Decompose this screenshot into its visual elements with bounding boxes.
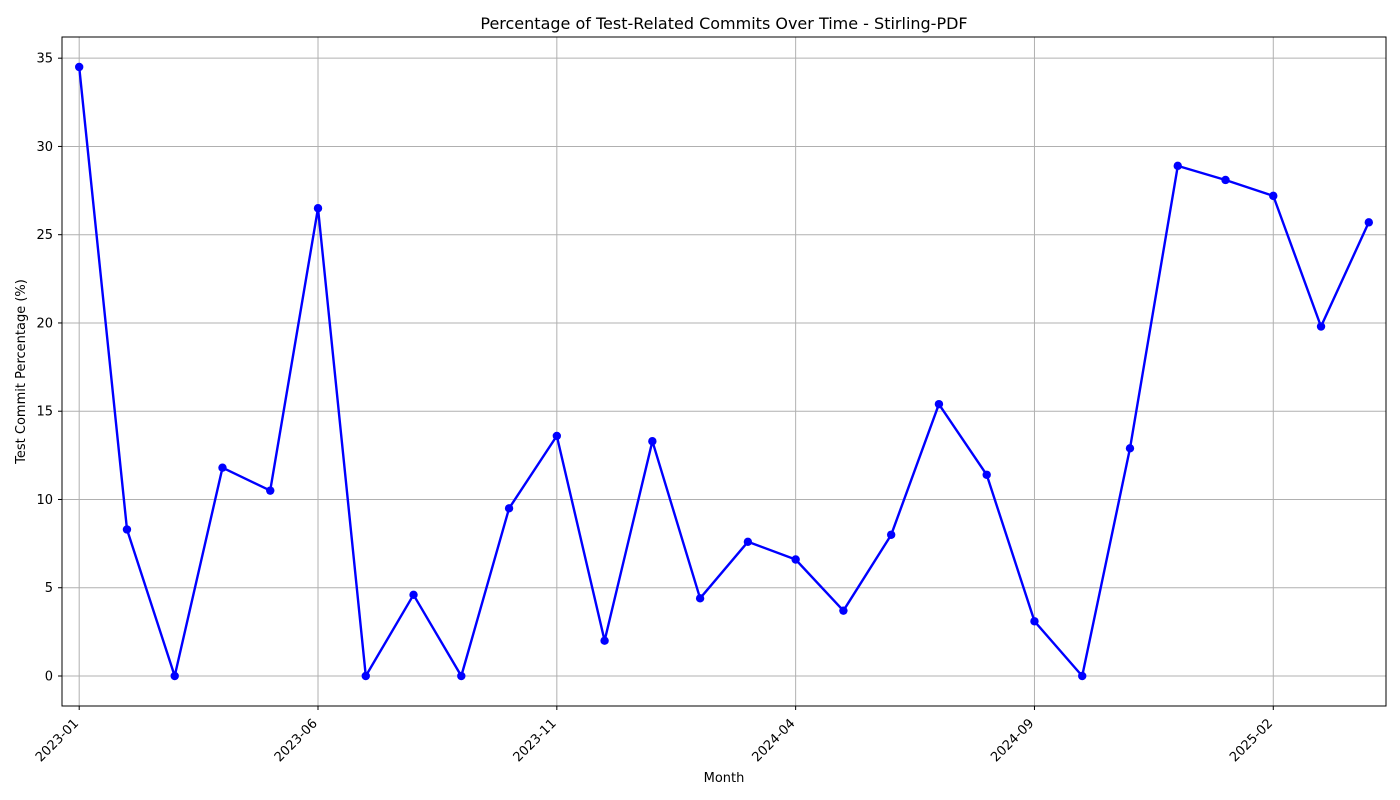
data-point bbox=[457, 671, 466, 681]
data-point bbox=[1125, 444, 1135, 453]
data-point bbox=[1078, 671, 1087, 681]
data-point bbox=[361, 671, 370, 681]
y-tick-label: 15 bbox=[36, 405, 53, 420]
data-point bbox=[1221, 175, 1230, 185]
data-point bbox=[170, 671, 179, 681]
data-point bbox=[313, 204, 323, 213]
y-tick-label: 10 bbox=[36, 493, 53, 508]
data-point bbox=[409, 590, 418, 599]
y-tick-label: 0 bbox=[45, 669, 53, 684]
data-point bbox=[1269, 191, 1278, 201]
data-point bbox=[122, 525, 132, 534]
data-point bbox=[743, 537, 753, 547]
series-line bbox=[78, 66, 1370, 678]
y-tick-label: 35 bbox=[36, 52, 53, 67]
y-tick-label: 25 bbox=[36, 228, 53, 243]
y-tick-label: 5 bbox=[45, 581, 53, 596]
data-point bbox=[791, 555, 800, 564]
y-tick-label: 20 bbox=[36, 316, 53, 331]
data-point bbox=[886, 530, 896, 539]
data-point bbox=[504, 504, 514, 513]
plot-area-frame bbox=[61, 36, 1387, 707]
data-point bbox=[982, 470, 991, 479]
data-point bbox=[1173, 161, 1182, 171]
data-point bbox=[600, 636, 609, 645]
data-point bbox=[74, 62, 84, 72]
data-point bbox=[695, 594, 705, 603]
y-axis-title: Test Commit Percentage (%) bbox=[14, 279, 29, 465]
grid-lines bbox=[62, 37, 1386, 706]
data-point bbox=[839, 606, 848, 615]
chart-title: Percentage of Test-Related Commits Over … bbox=[480, 14, 967, 33]
data-point bbox=[1364, 218, 1374, 227]
data-series bbox=[74, 62, 1374, 681]
x-axis-title: Month bbox=[704, 771, 745, 786]
y-tick-label: 30 bbox=[36, 140, 53, 155]
data-point bbox=[218, 463, 227, 472]
data-point bbox=[934, 399, 944, 409]
data-point bbox=[266, 486, 275, 495]
data-point bbox=[1316, 322, 1326, 331]
data-point bbox=[1030, 617, 1039, 626]
data-point bbox=[648, 437, 657, 446]
data-point bbox=[552, 431, 562, 441]
